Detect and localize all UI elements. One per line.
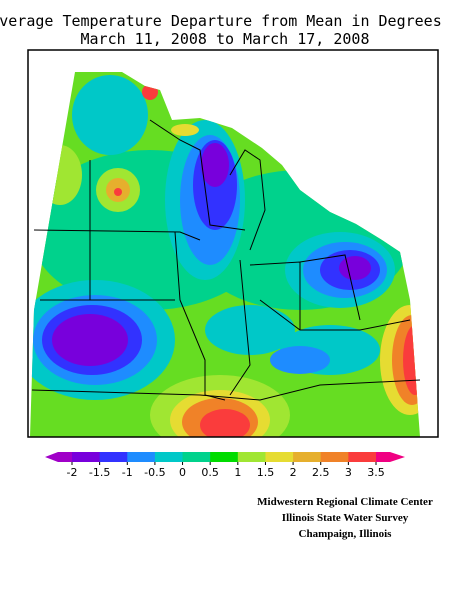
- legend-swatch: [182, 452, 211, 462]
- legend-swatch: [265, 452, 294, 462]
- legend-tick-label: -1.5: [89, 466, 110, 479]
- legend-tick-label: -0.5: [144, 466, 165, 479]
- legend-tick-label: -2: [67, 466, 78, 479]
- legend-swatch: [127, 452, 156, 462]
- legend-swatch: [320, 452, 349, 462]
- legend-swatch: [293, 452, 322, 462]
- legend-swatch: [237, 452, 266, 462]
- legend-tick-label: 3.5: [367, 466, 385, 479]
- color-legend: -2 -1.5 -1 -0.5 0 0.5 1 1.5 2 2.5 3 3.5: [45, 452, 405, 479]
- map-frame: [27, 49, 439, 438]
- legend-tick-label: 2: [290, 466, 297, 479]
- credit-line: Midwestern Regional Climate Center: [257, 496, 433, 508]
- credit-line: Illinois State Water Survey: [282, 512, 409, 524]
- legend-swatch: [99, 452, 128, 462]
- legend-swatch: [348, 452, 377, 462]
- legend-swatch: [154, 452, 184, 462]
- legend-tick-label: -1: [122, 466, 133, 479]
- legend-arrow: [45, 452, 72, 462]
- credit-line: Champaign, Illinois: [299, 528, 393, 540]
- temperature-field: [30, 72, 420, 437]
- state-borders: [31, 119, 421, 401]
- legend-tick-label: 0.5: [201, 466, 219, 479]
- title-line: Average Temperature Departure from Mean …: [0, 12, 450, 30]
- legend-tick-label: 3: [345, 466, 352, 479]
- title-line: March 11, 2008 to March 17, 2008: [81, 30, 370, 48]
- legend-tick-label: 0: [179, 466, 186, 479]
- legend-swatch: [210, 452, 239, 462]
- legend-tick-label: 1.5: [257, 466, 275, 479]
- legend-tick-label: 2.5: [312, 466, 330, 479]
- legend-tick-label: 1: [234, 466, 241, 479]
- legend-arrow: [376, 452, 405, 462]
- legend-swatch: [72, 452, 101, 462]
